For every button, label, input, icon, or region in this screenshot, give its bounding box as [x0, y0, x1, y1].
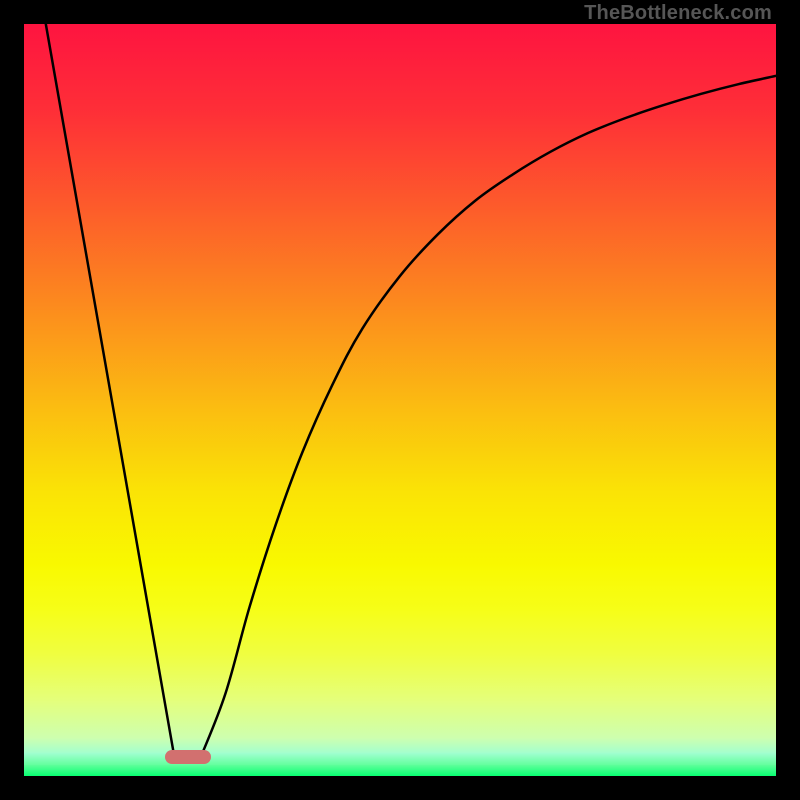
plot-area: [24, 24, 776, 776]
watermark-text: TheBottleneck.com: [584, 2, 772, 25]
curve-right-line: [201, 76, 776, 757]
bottleneck-marker: [165, 750, 212, 764]
curve-left-line: [46, 24, 175, 757]
chart-container: TheBottleneck.com: [0, 0, 800, 800]
curve-svg: [24, 24, 776, 776]
